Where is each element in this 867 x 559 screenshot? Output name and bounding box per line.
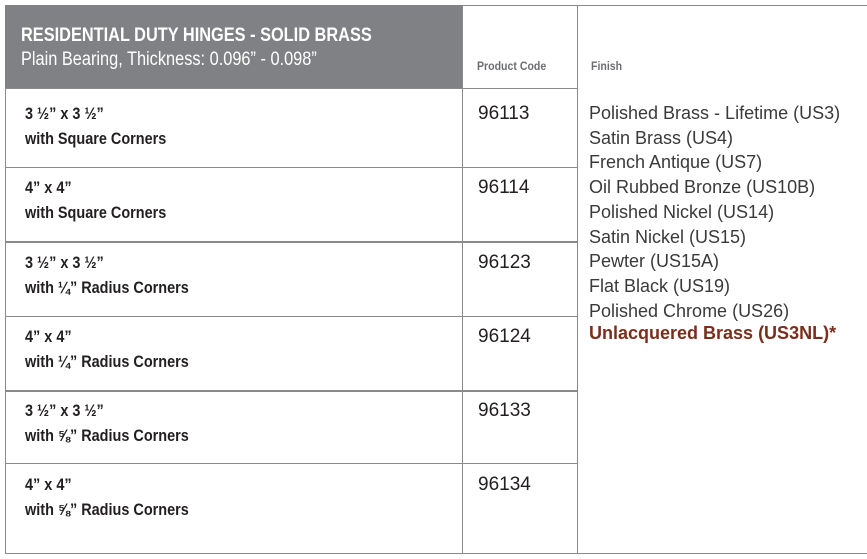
divider [5,167,577,168]
finish-item: Satin Nickel (US15) [589,226,747,247]
divider [577,5,578,553]
hinge-size: 4” x 4” with Square Corners [25,178,167,222]
finish-item: Flat Black (US19) [589,275,731,296]
divider [462,5,463,553]
finish-list: Polished Brass - Lifetime (US3) Satin Br… [589,101,840,343]
divider [5,390,577,392]
finish-item: Oil Rubbed Bronze (US10B) [589,177,816,198]
product-code: 96114 [478,177,530,198]
hinge-size: 4” x 4” with ⅝” Radius Corners [25,475,189,519]
finish-header: Finish [591,59,623,73]
finish-item: Polished Nickel (US14) [589,201,775,222]
product-code: 96134 [478,474,531,495]
finish-item: Satin Brass (US4) [589,127,734,148]
product-code-header: Product Code [477,59,547,73]
table-title-block: RESIDENTIAL DUTY HINGES - SOLID BRASS Pl… [5,5,462,88]
hinge-size: 4” x 4” with ¼” Radius Corners [25,327,189,371]
hinge-size: 3 ½” x 3 ½” with ¼” Radius Corners [25,253,189,297]
divider [5,463,577,464]
finish-item: Polished Chrome (US26) [589,300,790,321]
divider [462,5,867,6]
divider [5,316,577,317]
product-code: 96113 [478,103,530,124]
divider [5,88,6,553]
product-code: 96124 [478,326,531,347]
divider [5,553,867,554]
finish-item: French Antique (US7) [589,152,763,173]
hinge-size: 3 ½” x 3 ½” with Square Corners [25,104,167,148]
finish-item: Polished Brass - Lifetime (US3) [589,103,841,123]
product-code: 96123 [478,252,531,273]
product-code: 96133 [478,400,531,421]
divider [5,241,577,243]
divider [5,88,577,89]
finish-item: Pewter (US15A) [589,251,720,272]
hinge-size: 3 ½” x 3 ½” with ⅝” Radius Corners [25,401,189,445]
table-subtitle: Plain Bearing, Thickness: 0.096” - 0.098… [21,49,317,70]
table-title: RESIDENTIAL DUTY HINGES - SOLID BRASS [21,25,372,46]
finish-item-highlighted: Unlacquered Brass (US3NL)* [589,323,837,344]
